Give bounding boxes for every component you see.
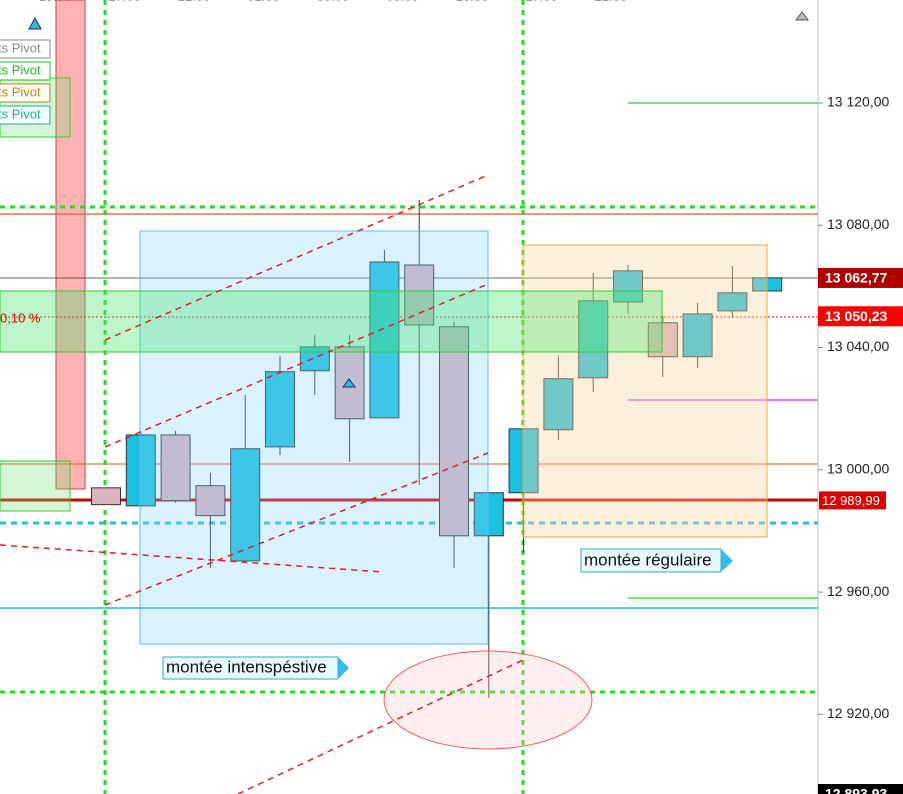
legend-label: ts Pivot [0, 40, 41, 55]
candle-body [91, 487, 121, 506]
candle-body [682, 313, 713, 358]
candle-body [299, 346, 330, 372]
trend-line [237, 659, 524, 794]
annotation: montée régulaire [584, 550, 712, 569]
price-tag [818, 306, 903, 327]
zone-box [522, 244, 768, 538]
candle-body [578, 300, 609, 379]
legend-label: ts Pivot [0, 62, 41, 77]
price-tag [818, 784, 903, 794]
ellipse [383, 650, 593, 750]
candle-body [717, 292, 748, 312]
overlays [0, 11, 809, 794]
axis-panel [818, 0, 903, 794]
time-label: 05:00 [317, 0, 350, 3]
legend: ts Pivot ts Pivot ts Pivot ts Pivot [0, 39, 51, 125]
time-label: 01:00 [247, 0, 280, 3]
candle-body [543, 378, 574, 431]
trend-lines [0, 174, 524, 794]
zone-box [0, 460, 71, 512]
annotation: montée intenspéstive [166, 657, 327, 676]
red-zone [55, 0, 86, 490]
candle-body [439, 326, 469, 537]
legend-label: ts Pivot [0, 106, 41, 121]
candle-body [125, 434, 156, 507]
legend-box [0, 61, 51, 81]
candle-body [404, 264, 435, 326]
zone-box [0, 290, 663, 353]
price-tag-label: 12 893,93 [825, 786, 887, 794]
price-tag [819, 491, 886, 510]
candles [91, 199, 783, 698]
marker [28, 16, 42, 30]
price-tag [818, 267, 903, 288]
time-label: 21:00 [178, 0, 211, 3]
trend-line [104, 283, 489, 448]
price-tag-label: 12 989,99 [822, 493, 880, 508]
annotation: 0,10 % [0, 310, 41, 325]
annotation-arrow [721, 549, 733, 572]
marker [795, 11, 809, 21]
y-tick-label: 12 960,00 [827, 583, 889, 599]
price-tag-label: 13 050,23 [825, 308, 887, 324]
trend-line [104, 452, 489, 606]
time-label: 17:00 [108, 0, 141, 3]
candle-body [230, 448, 261, 562]
y-tick-label: 13 080,00 [827, 216, 889, 232]
y-tick-label: 13 120,00 [827, 94, 889, 110]
annotations: montée intenspéstive montée régulaire 0,… [0, 310, 733, 680]
time-label: 17:00 [525, 0, 558, 3]
time-label: 21:00 [595, 0, 628, 3]
candle-body [195, 485, 226, 517]
y-tick-label: 12 920,00 [827, 705, 889, 721]
legend-label: ts Pivot [0, 84, 41, 99]
trend-line [104, 174, 489, 341]
legend-box [0, 83, 51, 103]
legend-box [0, 39, 51, 59]
time-label: 09:00 [386, 0, 419, 3]
candle-body [508, 428, 539, 494]
y-axis: 12 920,00 12 960,00 13 000,00 13 040,00 13 0… [818, 94, 903, 794]
candle-body [265, 371, 295, 448]
candle-body [160, 434, 191, 502]
candle-body [369, 261, 400, 419]
candle-body [647, 322, 678, 358]
candle-body [473, 492, 504, 537]
legend-box [0, 105, 51, 125]
marker [342, 378, 356, 388]
price-tag-label: 13 062,77 [825, 270, 887, 286]
trend-line [0, 544, 384, 573]
annotation-arrow [338, 657, 349, 679]
time-label: 13:00 [39, 0, 72, 3]
y-tick-label: 13 000,00 [827, 460, 889, 476]
y-tick-label: 13 040,00 [827, 338, 889, 354]
candle-body [613, 270, 643, 303]
time-label: 13:00 [456, 0, 489, 3]
